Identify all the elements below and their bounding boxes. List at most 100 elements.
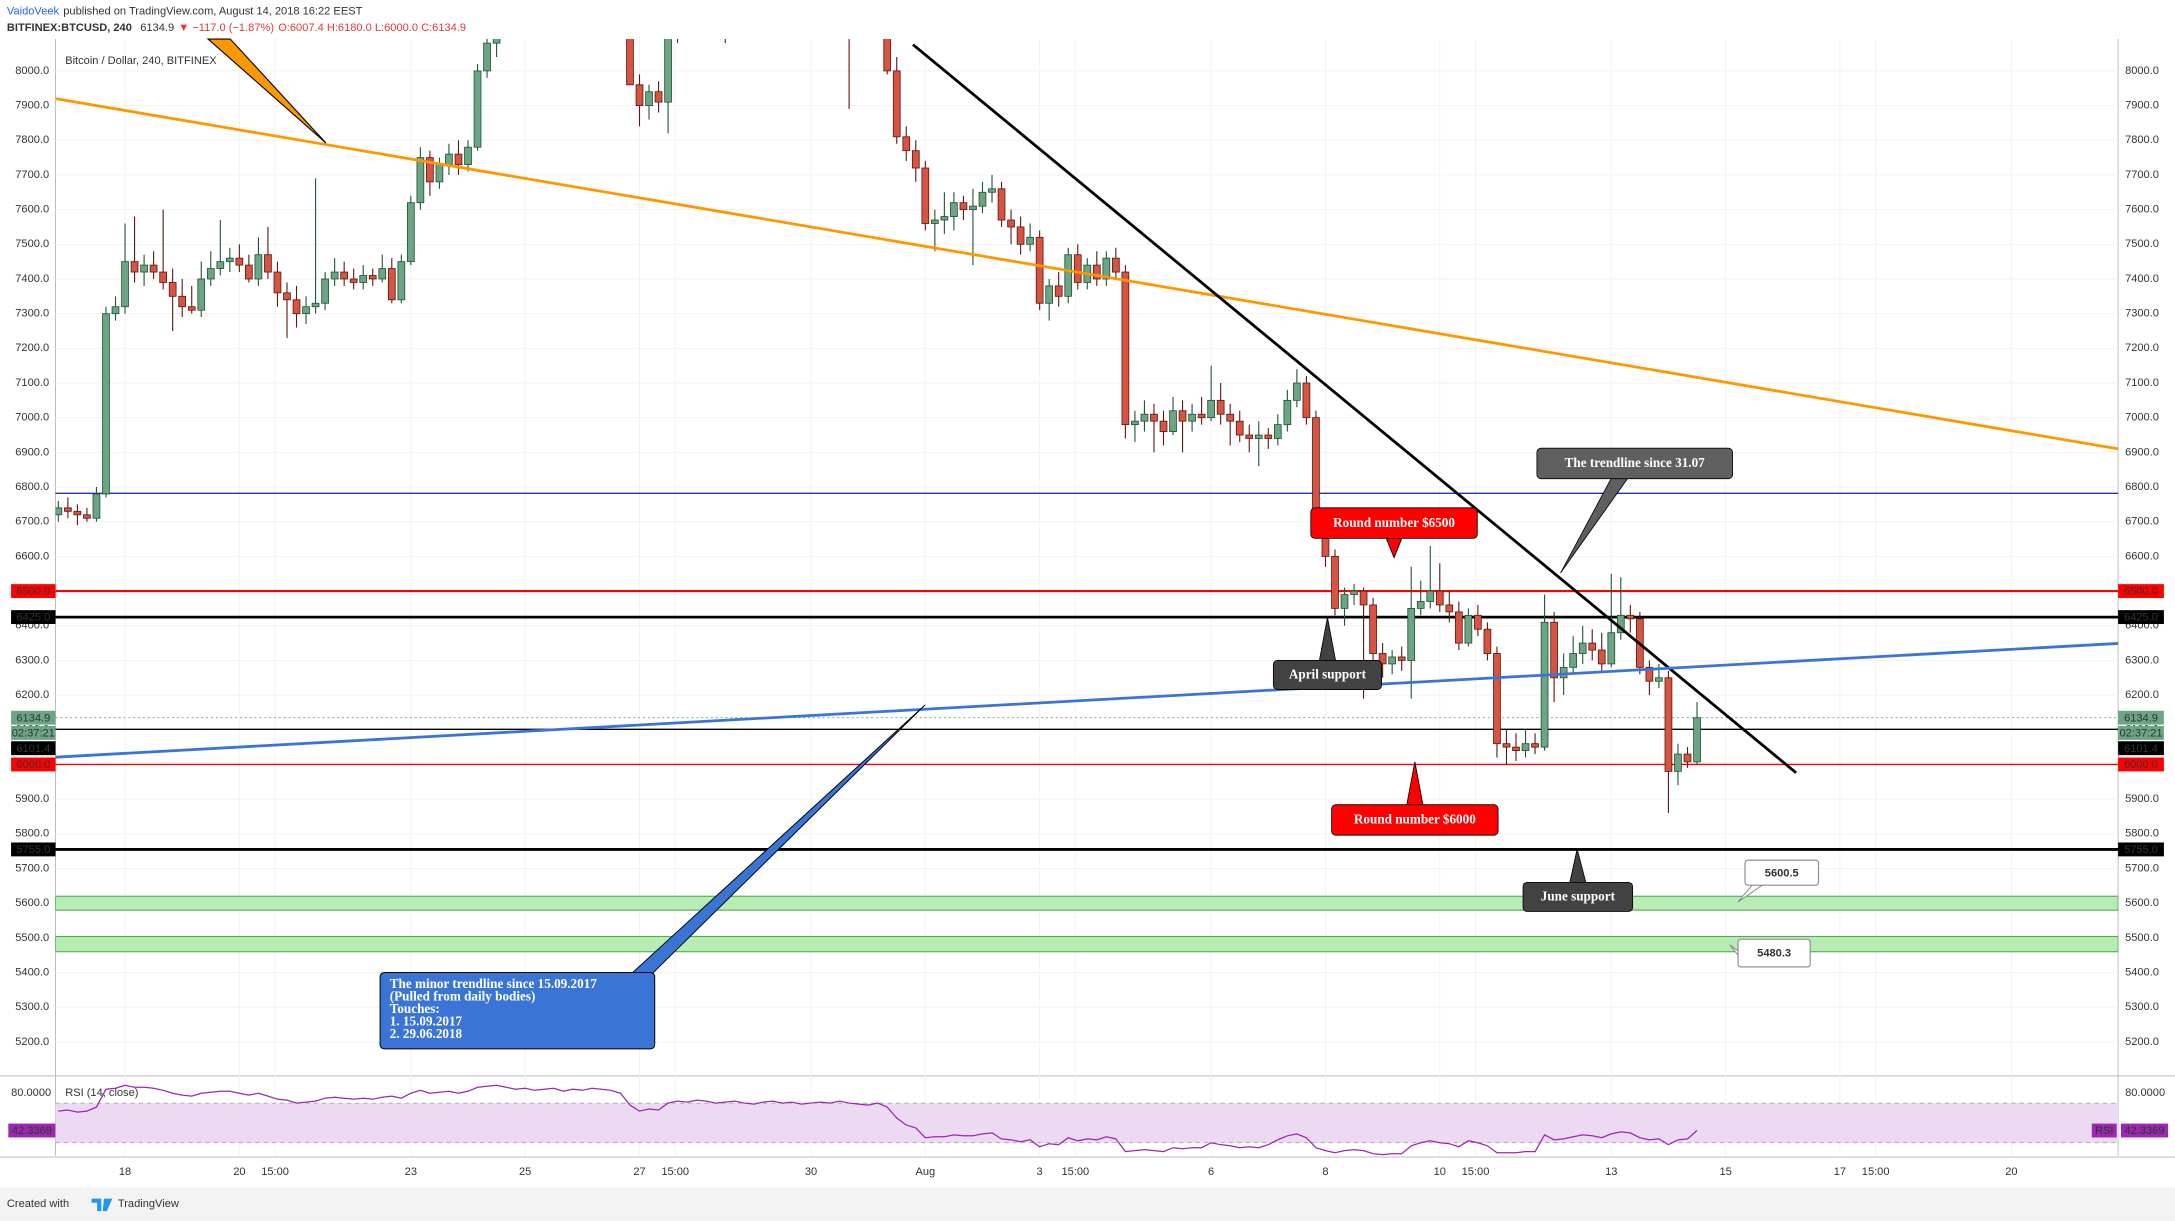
y-tick-label: 6200.0 [15,689,49,701]
candle-body [311,302,320,308]
author[interactable]: VaidoVeek [7,5,60,17]
y-tick-label-right: 6600.0 [2125,550,2159,562]
blue-callout-box [379,972,656,1050]
candle-body [921,167,930,224]
candle-body [1369,604,1377,654]
candle-body [1569,653,1578,668]
callout-text: April support [1289,667,1367,682]
ohlc: O:6007.4 H:6180.0 L:6000.0 C:6134.9 [278,22,466,34]
zone-label: 5480.3 [1757,948,1791,960]
candle-body [1493,653,1501,745]
rsi-tick-label: 80.0000 [11,1087,51,1099]
candle-body [940,216,949,221]
zone-label: 5600.5 [1765,867,1799,879]
candle-body [1693,717,1701,763]
callout-box [1310,507,1478,539]
zone-label-box [1744,859,1820,886]
y-tick-label: 5900.0 [15,793,49,805]
annotations: Round number $6500 April support Round num… [379,447,1820,1050]
candle-body [483,42,491,72]
x-tick-label: 25 [519,1166,531,1178]
x-tick-label: 3 [1037,1166,1043,1178]
candle-body [1464,614,1473,644]
blue-callout-line: 2. 29.06.2018 [390,1026,463,1041]
candle-body [168,282,177,297]
candle-body [1664,677,1673,772]
blue-callout-line: Touches: [390,1001,440,1016]
y-tick-label-right: 7500.0 [2125,238,2159,250]
x-tick-label: 27 [633,1166,645,1178]
price-tag-label: 6500.0 [16,586,50,598]
x-tick-label: 15:00 [1862,1166,1890,1178]
candle-body [1531,743,1539,748]
y-tick-label: 5300.0 [15,1001,49,1013]
candle-body [225,257,234,263]
y-tick-label: 7100.0 [15,377,49,389]
y-tick-label-right: 6700.0 [2125,516,2159,528]
candle-body [1169,410,1177,432]
candle-body [911,150,920,169]
candle-body [1092,264,1101,280]
blue-callout-line: (Pulled from daily bodies) [390,989,536,1004]
rsi-title: RSI (14, close) [65,1087,138,1099]
candle-body [340,271,349,280]
x-tick-label: 15:00 [261,1166,289,1178]
y-tick-label: 7200.0 [15,342,49,354]
candle-body [64,507,72,512]
candle-body [292,299,301,315]
y-tick-label: 7700.0 [15,169,49,181]
callout-text: Round number $6500 [1333,515,1455,530]
rsi-pane: RSI (14, close) [55,1084,2119,1156]
candle-body [1645,666,1654,682]
candle-body [206,268,215,280]
x-tick-label: 20 [233,1166,245,1178]
candle-body [988,188,996,193]
y-tick-label-right: 5400.0 [2125,966,2159,978]
chart-title: Bitcoin / Dollar, 240, BITFINEX [65,55,217,67]
candle-body [426,157,434,183]
y-tick-label: 8000.0 [15,65,49,77]
price-tag-label: 6101.4 [2124,743,2158,755]
price-tag-label: 6425.0 [16,612,50,624]
candle-body [1188,413,1196,422]
y-tick-label-right: 6900.0 [2125,446,2159,458]
y-tick-label: 7600.0 [15,204,49,216]
candle-body [197,278,206,311]
candle-body [368,275,377,280]
candle-body [55,507,63,516]
price-tag-label: 6000.0 [16,759,50,771]
candle-body [1045,285,1054,304]
candle-body [216,261,225,269]
candle-body [1283,399,1292,426]
candle-body [1483,628,1492,654]
rsi-tag-label: 42.3369 [2124,1125,2164,1137]
y-tick-label-right: 7600.0 [2125,204,2159,216]
blue-callout-line: 1. 15.09.2017 [390,1013,463,1028]
callout-text: Round number $6000 [1354,812,1476,827]
y-tick-label-right: 5500.0 [2125,932,2159,944]
y-tick-label: 7400.0 [15,273,49,285]
candle-body [931,219,939,224]
candle-body [664,39,672,103]
candle-body [83,514,91,519]
y-tick-label-right: 7800.0 [2125,134,2159,146]
price-tag-label: 6134.9 [2124,712,2158,724]
x-tick-label: 23 [405,1166,417,1178]
candle-body [378,268,387,280]
price-tag-label: 02:37:21 [2119,728,2162,740]
y-tick-label-right: 7000.0 [2125,412,2159,424]
symbol-line: BITFINEX:BTCUSD, 240 6134.9 ▼ −117.0 (−1.8… [7,22,466,34]
candle-body [349,278,358,283]
callout-box [1522,881,1634,912]
candle-body [1435,590,1444,606]
candle-body [407,202,415,263]
y-tick-label: 6700.0 [15,516,49,528]
candle-body [1245,434,1254,439]
footer-brand[interactable]: TradingView [118,1198,180,1210]
footer-text: Created with [7,1198,69,1210]
x-tick-label: 15:00 [1462,1166,1490,1178]
candle-body [645,91,653,107]
y-tick-label-right: 7700.0 [2125,169,2159,181]
